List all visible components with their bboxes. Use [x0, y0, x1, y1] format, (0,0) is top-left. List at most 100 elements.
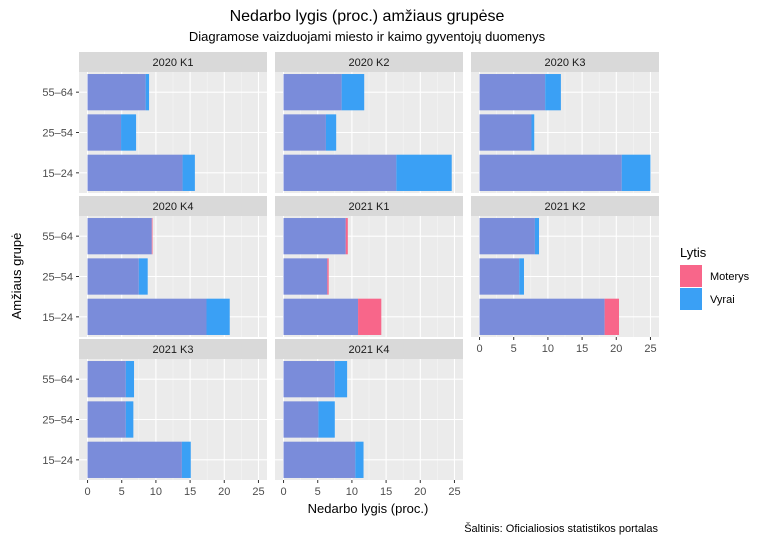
- bar-vyrai: [355, 441, 364, 478]
- bar-overlap: [479, 114, 532, 151]
- x-tick-label: 10: [542, 343, 554, 355]
- y-tick-label: 55–64: [42, 231, 73, 243]
- bar-vyrai: [534, 218, 540, 255]
- facet-strip: [275, 196, 463, 216]
- legend-title: Lytis: [680, 245, 707, 260]
- facet-panel: 2021 K4 0 5 10 15 20 25: [275, 339, 463, 498]
- bar-overlap: [283, 114, 326, 151]
- legend-key-moterys: [680, 265, 702, 287]
- bar-overlap: [87, 74, 146, 111]
- bar-moterys: [151, 218, 153, 255]
- bar-vyrai: [621, 154, 651, 191]
- bar-vyrai: [318, 401, 335, 438]
- bar-moterys: [345, 218, 348, 255]
- legend-label-moterys: Moterys: [710, 271, 750, 283]
- facet-strip-label: 2020 K3: [545, 57, 586, 69]
- chart-caption: Šaltinis: Oficialiosios statistikos port…: [464, 522, 658, 535]
- x-tick-label: 20: [414, 486, 426, 498]
- bar-vyrai: [182, 154, 195, 191]
- chart-title: Nedarbo lygis (proc.) amžiaus grupėse: [230, 8, 505, 25]
- x-tick-label: 25: [252, 486, 264, 498]
- legend: Lytis Moterys Vyrai: [680, 245, 750, 310]
- bar-overlap: [87, 154, 183, 191]
- facet-panel: 2021 K1: [275, 196, 463, 337]
- y-tick-label: 15–24: [42, 168, 73, 180]
- chart-subtitle: Diagramose vaizduojami miesto ir kaimo g…: [189, 29, 546, 44]
- x-tick-label: 0: [280, 486, 286, 498]
- x-tick-label: 0: [476, 343, 482, 355]
- bar-moterys: [604, 298, 620, 335]
- bar-overlap: [479, 298, 605, 335]
- facet-strip: [79, 52, 267, 72]
- bar-vyrai: [396, 154, 452, 191]
- x-tick-label: 10: [150, 486, 162, 498]
- facet-panel: 2020 K2: [275, 52, 463, 193]
- facet-strip: [275, 339, 463, 359]
- x-tick-label: 20: [218, 486, 230, 498]
- bar-vyrai: [206, 298, 230, 335]
- bar-vyrai: [125, 361, 135, 398]
- x-tick-label: 0: [84, 486, 90, 498]
- facet-panel: 2021 K2 0 5 10 15 20 25: [471, 196, 659, 355]
- bar-overlap: [87, 114, 122, 151]
- bar-overlap: [479, 154, 622, 191]
- x-tick-label: 5: [511, 343, 517, 355]
- facet-strip-label: 2020 K2: [349, 57, 390, 69]
- bar-vyrai: [138, 258, 148, 295]
- legend-label-vyrai: Vyrai: [710, 294, 735, 306]
- bar-vyrai: [341, 74, 365, 111]
- x-tick-label: 25: [644, 343, 656, 355]
- x-tick-label: 10: [346, 486, 358, 498]
- bar-overlap: [283, 154, 397, 191]
- facet-panel: 2020 K1 15–24 25–54 55–64: [42, 52, 267, 193]
- y-tick-label: 15–24: [42, 312, 73, 324]
- bar-overlap: [283, 298, 359, 335]
- y-tick-label: 25–54: [42, 415, 73, 427]
- x-tick-label: 15: [184, 486, 196, 498]
- legend-key-vyrai: [680, 288, 702, 310]
- bar-overlap: [283, 401, 319, 438]
- bar-overlap: [283, 74, 342, 111]
- bar-overlap: [479, 258, 520, 295]
- bar-overlap: [87, 361, 126, 398]
- bar-overlap: [87, 258, 139, 295]
- facet-strip: [79, 339, 267, 359]
- bar-overlap: [283, 218, 346, 255]
- bar-overlap: [87, 441, 182, 478]
- bar-vyrai: [145, 74, 150, 111]
- bar-overlap: [87, 401, 126, 438]
- x-tick-label: 25: [448, 486, 460, 498]
- facet-strip: [79, 196, 267, 216]
- facet-strip: [275, 52, 463, 72]
- facet-strip-label: 2021 K1: [349, 201, 390, 213]
- facet-panel: 2021 K3 15–24 25–54 55–64 0 5 10 15 20 25: [42, 339, 267, 498]
- facet-strip-label: 2021 K3: [153, 344, 194, 356]
- x-tick-label: 20: [610, 343, 622, 355]
- bar-overlap: [87, 298, 207, 335]
- y-tick-label: 15–24: [42, 455, 73, 467]
- y-tick-label: 55–64: [42, 374, 73, 386]
- facet-strip-label: 2020 K1: [153, 57, 194, 69]
- bar-vyrai: [325, 114, 337, 151]
- bar-overlap: [479, 74, 546, 111]
- bar-overlap: [283, 441, 356, 478]
- bar-overlap: [479, 218, 535, 255]
- y-tick-label: 25–54: [42, 128, 73, 140]
- bar-overlap: [283, 361, 335, 398]
- x-tick-label: 5: [315, 486, 321, 498]
- bar-vyrai: [545, 74, 561, 111]
- bar-vyrai: [181, 441, 191, 478]
- facet-strip-label: 2021 K2: [545, 201, 586, 213]
- bar-moterys: [327, 258, 329, 295]
- bar-vyrai: [531, 114, 535, 151]
- facet-strip: [471, 196, 659, 216]
- x-tick-label: 5: [119, 486, 125, 498]
- y-axis-title: Amžiaus grupė: [9, 233, 24, 320]
- facet-strip: [471, 52, 659, 72]
- bar-vyrai: [334, 361, 348, 398]
- bar-overlap: [283, 258, 328, 295]
- bar-moterys: [358, 298, 382, 335]
- bar-vyrai: [125, 401, 134, 438]
